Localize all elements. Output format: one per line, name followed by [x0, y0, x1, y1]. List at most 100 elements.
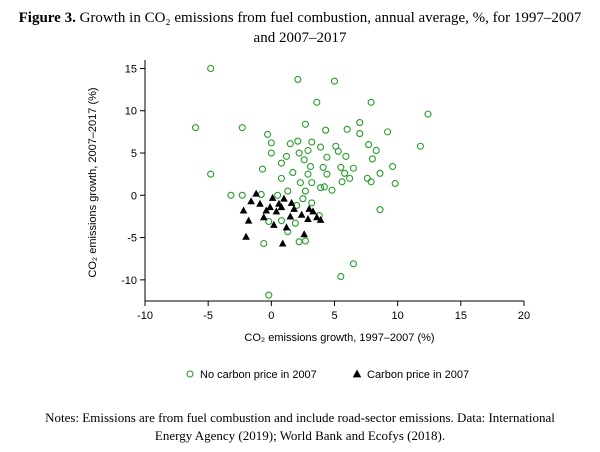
figure-label: Figure 3. — [18, 10, 76, 26]
data-point-no-carbon-price — [363, 174, 371, 182]
data-point-no-carbon-price — [317, 143, 325, 151]
data-point-carbon-price — [266, 203, 274, 211]
data-point-no-carbon-price — [299, 195, 307, 203]
data-point-no-carbon-price — [304, 146, 312, 155]
data-point-carbon-price — [309, 207, 317, 215]
data-point-no-carbon-price — [277, 174, 285, 182]
y-tick-label: 0 — [131, 190, 137, 202]
y-axis-label: CO₂ emissions growth, 2007–2017 (%) — [87, 87, 99, 277]
data-point-no-carbon-price — [282, 152, 291, 160]
y-tick-label: 5 — [131, 148, 137, 160]
data-point-no-carbon-price — [368, 155, 376, 163]
data-point-no-carbon-price — [301, 120, 309, 128]
data-point-no-carbon-price — [306, 162, 315, 171]
data-point-carbon-price — [304, 214, 312, 222]
data-point-no-carbon-price — [389, 162, 397, 171]
data-point-no-carbon-price — [207, 170, 215, 178]
data-point-no-carbon-price — [260, 239, 268, 248]
data-point-no-carbon-price — [238, 124, 246, 132]
data-point-carbon-price — [244, 216, 253, 224]
data-point-carbon-price — [259, 213, 268, 221]
y-tick-label: 15 — [125, 63, 137, 75]
data-point-no-carbon-price — [294, 137, 302, 145]
data-point-carbon-price — [297, 210, 306, 218]
data-point-no-carbon-price — [349, 164, 358, 172]
data-point-no-carbon-price — [263, 130, 272, 138]
data-point-no-carbon-price — [277, 217, 285, 225]
data-point-no-carbon-price — [227, 191, 235, 199]
data-point-no-carbon-price — [284, 187, 292, 195]
legend-marker-carbon-price — [352, 369, 362, 378]
data-point-no-carbon-price — [291, 219, 299, 227]
data-point-no-carbon-price — [308, 179, 316, 187]
data-point-no-carbon-price — [376, 206, 384, 214]
data-point-carbon-price — [300, 230, 308, 238]
data-point-no-carbon-price — [308, 138, 316, 146]
x-tick-label: 15 — [455, 310, 467, 322]
data-point-no-carbon-price — [356, 130, 364, 138]
data-point-carbon-price — [313, 213, 321, 221]
data-point-no-carbon-price — [295, 149, 303, 157]
legend-label-carbon-price: Carbon price in 2007 — [367, 369, 469, 381]
data-point-no-carbon-price — [365, 141, 373, 149]
data-point-no-carbon-price — [308, 199, 316, 207]
data-point-no-carbon-price — [330, 77, 339, 85]
data-point-no-carbon-price — [238, 191, 246, 199]
x-tick-label: 20 — [518, 310, 530, 322]
data-point-no-carbon-price — [328, 186, 336, 194]
data-point-no-carbon-price — [343, 125, 351, 133]
figure-title-text: Growth in CO₂ emissions from fuel combus… — [79, 10, 582, 26]
data-point-no-carbon-price — [376, 169, 384, 177]
data-point-carbon-price — [268, 193, 277, 201]
data-point-no-carbon-price — [191, 124, 200, 132]
data-point-no-carbon-price — [295, 238, 303, 246]
data-point-no-carbon-price — [334, 147, 342, 155]
figure-title-line2: and 2007–2017 — [253, 30, 347, 46]
data-point-no-carbon-price — [341, 169, 349, 177]
data-point-no-carbon-price — [313, 98, 321, 106]
scatter-chart: -10 -5 0 5 10 15 20 -10 -5 0 5 10 15 CO₂ emissions gr… — [87, 60, 530, 381]
data-point-no-carbon-price — [320, 183, 328, 191]
data-point-carbon-price — [287, 198, 296, 206]
notes-line1: Notes: Emissions are from fuel combustio… — [45, 410, 555, 425]
data-point-no-carbon-price — [338, 178, 346, 186]
data-point-no-carbon-price — [274, 191, 282, 199]
data-point-carbon-price — [282, 223, 291, 231]
data-point-no-carbon-price — [265, 291, 273, 299]
data-point-no-carbon-price — [286, 140, 294, 148]
legend-marker-no-carbon-price — [186, 370, 194, 378]
data-point-no-carbon-price — [267, 139, 275, 147]
data-point-no-carbon-price — [367, 178, 375, 186]
data-point-carbon-price — [272, 207, 281, 215]
data-point-carbon-price — [305, 204, 314, 212]
data-point-no-carbon-price — [294, 75, 302, 83]
x-tick-label: 5 — [331, 310, 337, 322]
figure-notes: Notes: Emissions are from fuel combustio… — [0, 409, 600, 445]
data-point-no-carbon-price — [424, 110, 432, 118]
data-point-no-carbon-price — [301, 187, 309, 195]
data-point-carbon-price — [280, 194, 288, 202]
data-point-no-carbon-price — [384, 128, 392, 136]
data-point-no-carbon-price — [372, 146, 380, 155]
notes-line2: Energy Agency (2019); World Bank and Eco… — [154, 428, 446, 443]
data-point-carbon-price — [286, 212, 295, 220]
data-point-carbon-price — [239, 206, 248, 214]
data-point-carbon-price — [270, 220, 278, 228]
data-point-no-carbon-price — [300, 156, 308, 164]
y-tick-label: 10 — [125, 106, 137, 118]
data-point-no-carbon-price — [304, 170, 312, 178]
x-axis-label: CO₂ emissions growth, 1997–2007 (%) — [244, 332, 434, 344]
data-point-no-carbon-price — [296, 179, 304, 187]
y-tick-label: -5 — [127, 233, 137, 245]
data-point-no-carbon-price — [301, 237, 309, 245]
x-tick-label: -10 — [137, 310, 153, 322]
data-point-no-carbon-price — [323, 170, 331, 178]
data-point-no-carbon-price — [323, 153, 331, 161]
data-point-no-carbon-price — [356, 119, 364, 127]
legend-label-no-carbon-price: No carbon price in 2007 — [200, 369, 317, 381]
data-point-no-carbon-price — [342, 152, 350, 160]
data-point-no-carbon-price — [289, 168, 297, 177]
data-point-carbon-price — [278, 239, 287, 247]
x-tick-label: -5 — [203, 310, 213, 322]
data-point-no-carbon-price — [391, 179, 399, 188]
